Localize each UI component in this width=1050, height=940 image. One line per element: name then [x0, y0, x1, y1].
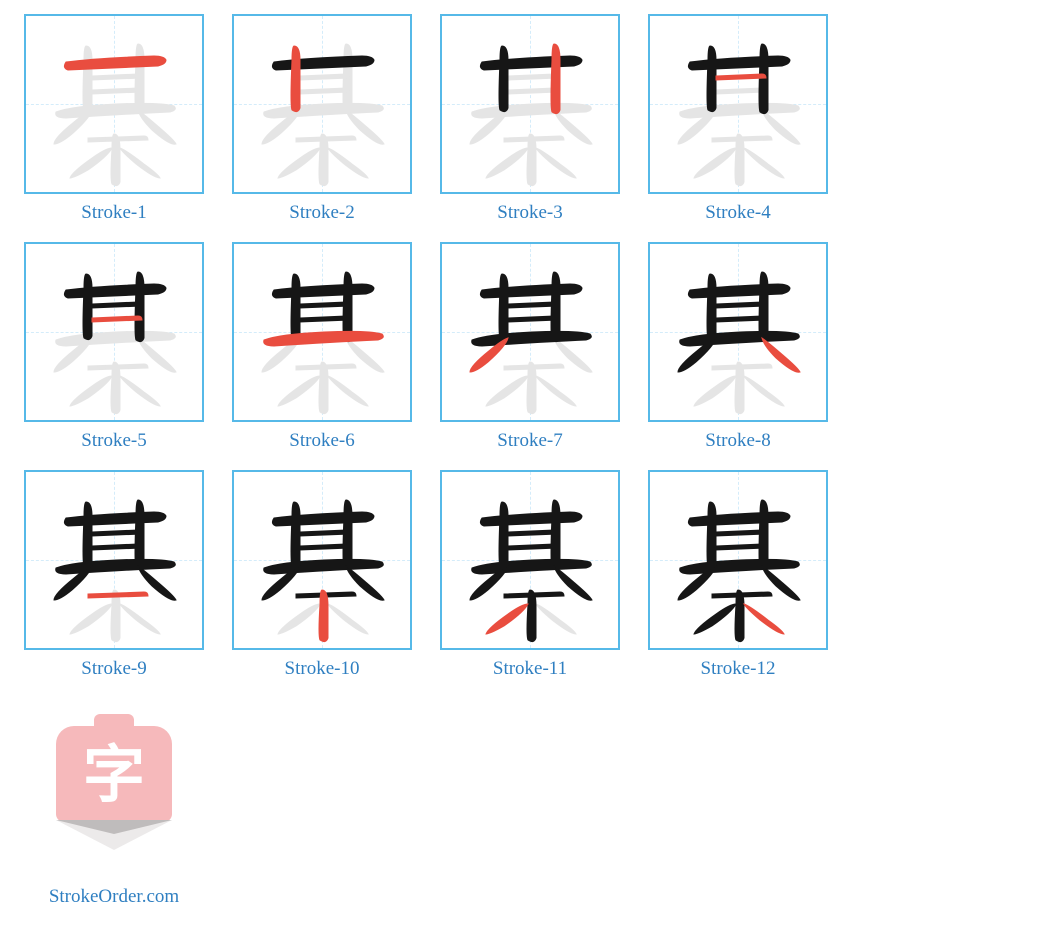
- stroke-cell: Stroke-4: [634, 14, 842, 224]
- stroke-label: Stroke-6: [289, 430, 354, 452]
- stroke-label: Stroke-11: [493, 658, 567, 680]
- stroke-label: Stroke-5: [81, 430, 146, 452]
- logo-tip: [56, 820, 172, 850]
- stroke-cell: Stroke-1: [10, 14, 218, 224]
- stroke-label: Stroke-10: [285, 658, 360, 680]
- stroke-card: [440, 470, 620, 650]
- stroke-card: [648, 242, 828, 422]
- stroke-card: [24, 242, 204, 422]
- stroke-cell: Stroke-12: [634, 470, 842, 680]
- stroke-cell: Stroke-9: [10, 470, 218, 680]
- stroke-label: Stroke-9: [81, 658, 146, 680]
- stroke-cell: Stroke-8: [634, 242, 842, 452]
- stroke-label: Stroke-7: [497, 430, 562, 452]
- stroke-cell: Stroke-10: [218, 470, 426, 680]
- stroke-cell: Stroke-11: [426, 470, 634, 680]
- logo-body: 字: [56, 726, 172, 822]
- logo-card: 字: [24, 698, 204, 878]
- stroke-label: Stroke-2: [289, 202, 354, 224]
- stroke-cell: Stroke-5: [10, 242, 218, 452]
- stroke-card: [232, 242, 412, 422]
- watermark-cell: 字 StrokeOrder.com: [10, 698, 218, 908]
- stroke-cell: Stroke-6: [218, 242, 426, 452]
- stroke-card: [648, 470, 828, 650]
- stroke-card: [440, 14, 620, 194]
- stroke-card: [232, 470, 412, 650]
- stroke-cell: Stroke-7: [426, 242, 634, 452]
- stroke-label: Stroke-3: [497, 202, 562, 224]
- stroke-card: [24, 470, 204, 650]
- stroke-cell: Stroke-2: [218, 14, 426, 224]
- logo-char: 字: [83, 745, 145, 807]
- stroke-label: Stroke-12: [701, 658, 776, 680]
- stroke-label: Stroke-4: [705, 202, 770, 224]
- stroke-cell: Stroke-3: [426, 14, 634, 224]
- stroke-card: [440, 242, 620, 422]
- stroke-card: [648, 14, 828, 194]
- stroke-card: [24, 14, 204, 194]
- stroke-label: Stroke-8: [705, 430, 770, 452]
- logo: 字: [49, 726, 179, 850]
- stroke-label: Stroke-1: [81, 202, 146, 224]
- watermark-label: StrokeOrder.com: [49, 886, 179, 908]
- stroke-card: [232, 14, 412, 194]
- stroke-grid: Stroke-1 Stroke-2 Stroke-3 Stroke-4 Stroke-5…: [10, 14, 1040, 926]
